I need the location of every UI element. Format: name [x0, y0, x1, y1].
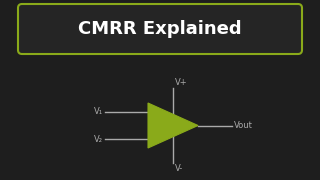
FancyBboxPatch shape: [18, 4, 302, 54]
Text: Vout: Vout: [234, 121, 253, 130]
Text: V₂: V₂: [94, 134, 103, 143]
Text: V+: V+: [175, 78, 188, 87]
Text: CMRR Explained: CMRR Explained: [78, 20, 242, 38]
Text: V₁: V₁: [94, 107, 103, 116]
Polygon shape: [148, 103, 198, 148]
Text: V-: V-: [175, 164, 183, 173]
